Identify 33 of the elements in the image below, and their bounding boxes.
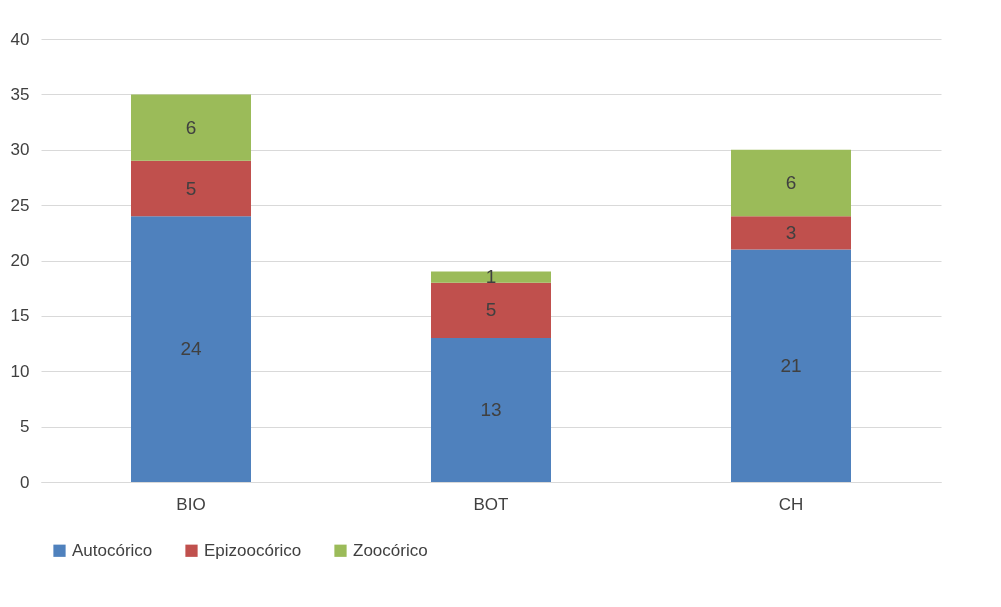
- data-label: 3: [785, 221, 797, 243]
- data-label: 6: [785, 171, 797, 193]
- data-label: 6: [185, 116, 197, 138]
- y-tick-label: 30: [10, 140, 30, 160]
- y-tick-label: 35: [10, 84, 30, 104]
- y-tick-label: 10: [10, 361, 30, 381]
- y-tick-label: 20: [10, 251, 30, 270]
- bar: [131, 160, 251, 217]
- bar: [131, 216, 251, 482]
- x-tick-label: BOT: [473, 494, 509, 514]
- bar: [431, 338, 551, 482]
- bar: [431, 282, 551, 339]
- legend-label: Zoocórico: [353, 540, 428, 560]
- legend-label: Epizoocórico: [204, 540, 302, 560]
- data-label: 21: [780, 354, 802, 376]
- x-tick-label: BIO: [176, 494, 206, 514]
- data-label: 1: [485, 266, 497, 288]
- x-tick-label: CH: [778, 494, 804, 514]
- bar: [731, 149, 851, 217]
- y-tick-label: 0: [20, 472, 30, 492]
- data-label: 24: [180, 338, 202, 360]
- y-tick-label: 25: [10, 195, 30, 215]
- y-tick-label: 15: [10, 306, 30, 326]
- y-tick-label: 5: [20, 417, 30, 437]
- bar: [431, 271, 551, 283]
- bar: [731, 216, 851, 250]
- legend-label: Autocórico: [72, 540, 153, 560]
- data-label: 5: [485, 299, 497, 321]
- data-label: 13: [480, 399, 502, 421]
- bar: [731, 249, 851, 482]
- bar: [131, 94, 251, 161]
- y-tick-label: 40: [10, 29, 30, 49]
- data-label: 5: [185, 177, 197, 199]
